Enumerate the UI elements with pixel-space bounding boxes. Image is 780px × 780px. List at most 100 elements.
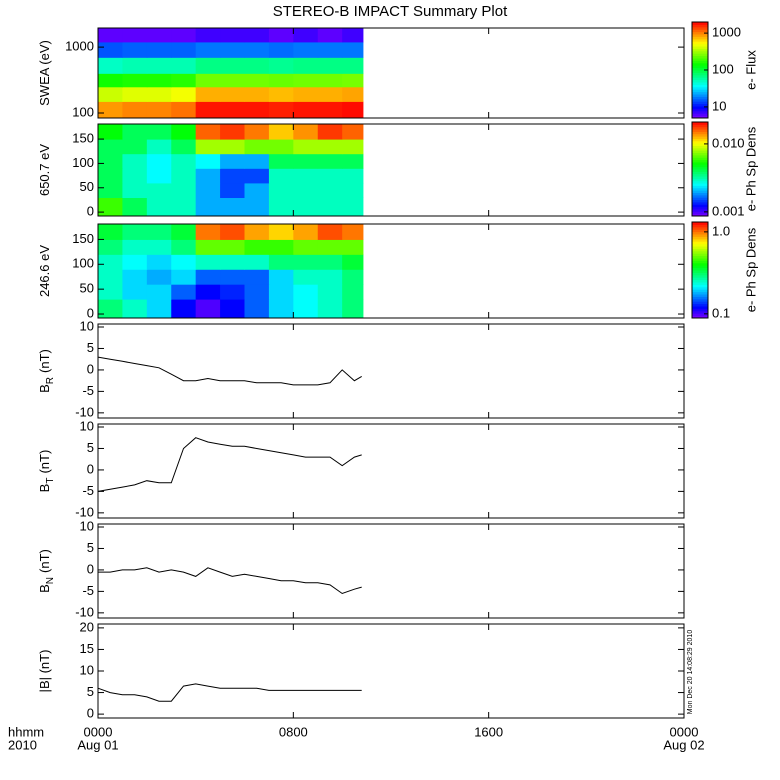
heat-cell <box>268 73 294 88</box>
panel-frame <box>97 523 685 619</box>
y-axis-label: |B| (nT) <box>37 650 52 693</box>
heat-cell <box>122 299 148 319</box>
colorbar-segment <box>692 43 708 47</box>
heat-cell <box>195 239 221 255</box>
heat-cell <box>146 197 172 217</box>
y-tick-label: 10 <box>80 662 94 677</box>
y-tick-label: 5 <box>87 540 94 555</box>
y-tick-label: 10 <box>80 418 94 433</box>
heat-cell <box>317 299 343 319</box>
heat-cell <box>146 254 172 270</box>
colorbar-segment <box>692 286 708 290</box>
heat-cell <box>195 139 221 155</box>
heat-cell <box>342 57 364 74</box>
heat-cell <box>122 224 148 240</box>
panel-frame <box>97 123 685 217</box>
y-tick-label: 100 <box>72 104 94 119</box>
x-tick-label: 0800 <box>279 724 308 739</box>
y-tick-label: 5 <box>87 684 94 699</box>
heat-cell <box>293 254 319 270</box>
colorbar-segment <box>692 296 708 300</box>
colorbar-segment <box>692 96 708 100</box>
heat-cell <box>342 269 364 285</box>
y-tick-label: 5 <box>87 440 94 455</box>
heat-cell <box>146 73 172 88</box>
heat-cell <box>195 224 221 240</box>
colorbar-tick-label: 0.010 <box>712 135 745 150</box>
colorbar-segment <box>692 74 708 78</box>
heat-cell <box>220 73 245 88</box>
heat-cell <box>244 254 270 270</box>
y-tick-label: -10 <box>75 404 94 419</box>
heat-cell <box>146 101 172 119</box>
colorbar-segment <box>692 145 708 149</box>
heat-cell <box>171 139 197 155</box>
heat-cell <box>342 182 364 199</box>
colorbar-segment <box>692 248 708 252</box>
heat-cell <box>268 101 294 119</box>
colorbar-segment <box>692 190 708 193</box>
heat-cell <box>195 101 221 119</box>
colorbar-segment <box>692 24 708 28</box>
colorbar-segment <box>692 236 708 240</box>
y-tick-label: 15 <box>80 641 94 656</box>
y-axis-label-sub: T <box>45 478 56 484</box>
panel-frame <box>97 423 685 519</box>
heat-cell <box>98 28 123 43</box>
colorbar-segment <box>692 126 708 130</box>
heat-cell <box>342 284 364 300</box>
colorbar-segment <box>692 161 708 165</box>
heat-cell <box>244 153 270 169</box>
heat-cell <box>122 197 148 217</box>
heat-cell <box>293 284 319 300</box>
heat-cell <box>220 28 245 43</box>
heat-cell <box>268 168 294 184</box>
colorbar-segment <box>692 140 708 144</box>
heat-cell <box>146 86 172 102</box>
colorbar-segment <box>692 253 708 257</box>
colorbar-segment <box>692 72 708 76</box>
heat-cell <box>122 168 148 184</box>
heat-cell <box>171 124 197 140</box>
x-tick-label: 1600 <box>474 724 503 739</box>
colorbar-segment <box>692 294 708 297</box>
colorbar-segment <box>692 154 708 158</box>
heat-cell <box>220 86 245 102</box>
colorbar-segment <box>692 222 708 225</box>
colorbar-segment <box>692 150 708 154</box>
heat-cell <box>244 139 270 155</box>
heat-cell <box>293 124 319 140</box>
heat-cell <box>293 28 319 43</box>
colorbar-segment <box>692 103 708 107</box>
colorbar-segment <box>692 159 708 163</box>
y-axis-label-sub: R <box>45 377 56 384</box>
y-tick-label: -10 <box>75 504 94 519</box>
colorbar-segment <box>692 238 708 242</box>
y-tick-label: 100 <box>72 155 94 170</box>
colorbar-segment <box>692 282 708 285</box>
colorbar-tick-label: 1.0 <box>712 223 730 238</box>
colorbar-segment <box>692 243 708 247</box>
data-line <box>97 683 362 702</box>
heat-cell <box>268 254 294 270</box>
heat-cell <box>244 182 270 199</box>
heat-cell <box>122 239 148 255</box>
y-axis-label-main: B <box>37 484 52 493</box>
heat-cell <box>146 182 172 199</box>
heat-cell <box>171 269 197 285</box>
colorbar-label: e- Flux <box>743 50 758 90</box>
heat-cell <box>293 269 319 285</box>
x-row-label: 2010 <box>8 737 37 752</box>
colorbar-segment <box>692 157 708 161</box>
heat-cell <box>171 299 197 319</box>
heat-cell <box>342 299 364 319</box>
y-tick-label: -10 <box>75 604 94 619</box>
heat-cell <box>220 168 245 184</box>
heat-cell <box>98 139 123 155</box>
colorbar-segment <box>692 34 708 37</box>
heat-cell <box>317 28 343 43</box>
heat-cell <box>195 41 221 58</box>
colorbar-segment <box>692 183 708 186</box>
heat-cell <box>98 239 123 255</box>
colorbar-segment <box>692 250 708 254</box>
